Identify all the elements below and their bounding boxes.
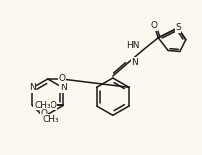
Text: CH₃: CH₃ bbox=[33, 101, 50, 110]
Text: N: N bbox=[132, 58, 138, 67]
Text: O: O bbox=[50, 101, 57, 110]
Text: CH₃: CH₃ bbox=[34, 101, 51, 110]
Text: HN: HN bbox=[126, 40, 139, 49]
Text: N: N bbox=[60, 83, 66, 92]
Text: O: O bbox=[41, 101, 48, 110]
Text: S: S bbox=[175, 23, 181, 32]
Text: O: O bbox=[58, 74, 65, 84]
Text: O: O bbox=[40, 109, 47, 118]
Text: CH₃: CH₃ bbox=[43, 115, 59, 124]
Text: O: O bbox=[151, 21, 158, 30]
Text: N: N bbox=[29, 83, 36, 92]
